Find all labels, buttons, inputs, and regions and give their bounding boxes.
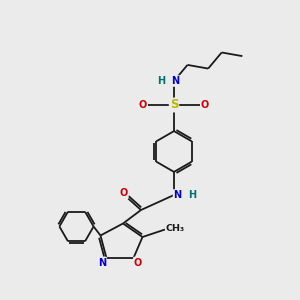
Text: N: N: [98, 257, 106, 268]
Text: O: O: [134, 257, 142, 268]
Text: N: N: [173, 190, 182, 200]
Text: O: O: [119, 188, 128, 199]
Text: O: O: [201, 100, 209, 110]
Text: CH₃: CH₃: [166, 224, 185, 233]
Text: H: H: [157, 76, 166, 86]
Text: H: H: [188, 190, 197, 200]
Text: N: N: [171, 76, 180, 86]
Text: O: O: [139, 100, 147, 110]
Text: S: S: [170, 98, 178, 112]
